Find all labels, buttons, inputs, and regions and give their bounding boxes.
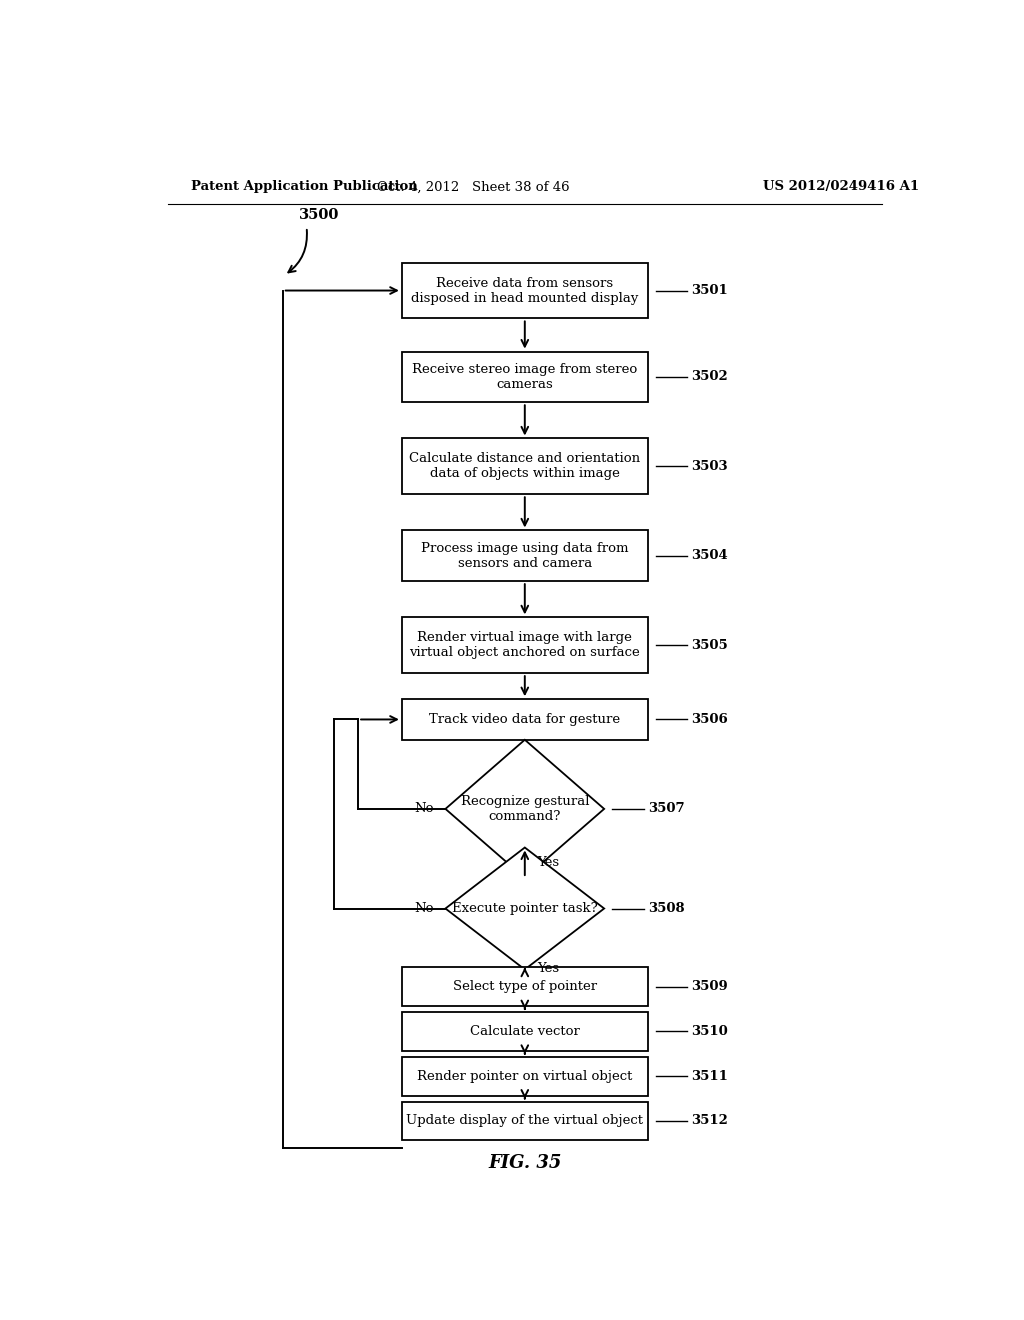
Text: 3511: 3511 xyxy=(691,1069,728,1082)
Text: Process image using data from
sensors and camera: Process image using data from sensors an… xyxy=(421,541,629,570)
Bar xyxy=(401,1012,648,1051)
Text: 3505: 3505 xyxy=(691,639,728,652)
Text: Track video data for gesture: Track video data for gesture xyxy=(429,713,621,726)
Text: Render virtual image with large
virtual object anchored on surface: Render virtual image with large virtual … xyxy=(410,631,640,659)
Text: 3504: 3504 xyxy=(691,549,728,562)
Text: 3501: 3501 xyxy=(691,284,728,297)
Text: 3510: 3510 xyxy=(691,1026,728,1038)
Bar xyxy=(401,1057,648,1096)
Bar xyxy=(401,1102,648,1140)
Text: 3503: 3503 xyxy=(691,459,728,473)
Text: 3506: 3506 xyxy=(691,713,728,726)
Bar xyxy=(401,263,648,318)
Text: Receive stereo image from stereo
cameras: Receive stereo image from stereo cameras xyxy=(413,363,637,391)
Text: 3509: 3509 xyxy=(691,981,728,993)
Bar xyxy=(401,531,648,581)
Polygon shape xyxy=(445,847,604,969)
Text: Render pointer on virtual object: Render pointer on virtual object xyxy=(417,1069,633,1082)
Bar xyxy=(401,700,648,739)
Text: Calculate vector: Calculate vector xyxy=(470,1026,580,1038)
Text: No: No xyxy=(414,803,433,816)
Polygon shape xyxy=(445,739,604,878)
Text: Update display of the virtual object: Update display of the virtual object xyxy=(407,1114,643,1127)
Text: US 2012/0249416 A1: US 2012/0249416 A1 xyxy=(763,181,919,193)
Text: 3500: 3500 xyxy=(299,209,339,222)
Bar xyxy=(401,618,648,673)
Text: Recognize gestural
command?: Recognize gestural command? xyxy=(461,795,589,822)
Text: 3502: 3502 xyxy=(691,371,728,383)
Text: Yes: Yes xyxy=(537,962,559,975)
Text: Patent Application Publication: Patent Application Publication xyxy=(191,181,418,193)
Text: Oct. 4, 2012   Sheet 38 of 46: Oct. 4, 2012 Sheet 38 of 46 xyxy=(377,181,569,193)
Text: Execute pointer task?: Execute pointer task? xyxy=(452,902,598,915)
Text: Calculate distance and orientation
data of objects within image: Calculate distance and orientation data … xyxy=(410,453,640,480)
Text: FIG. 35: FIG. 35 xyxy=(488,1154,561,1172)
Bar xyxy=(401,968,648,1006)
Text: Select type of pointer: Select type of pointer xyxy=(453,981,597,993)
Text: Receive data from sensors
disposed in head mounted display: Receive data from sensors disposed in he… xyxy=(411,276,639,305)
Text: Yes: Yes xyxy=(537,857,559,870)
Text: No: No xyxy=(414,902,433,915)
Text: 3508: 3508 xyxy=(648,902,684,915)
Bar xyxy=(401,351,648,403)
Text: 3507: 3507 xyxy=(648,803,684,816)
Text: 3512: 3512 xyxy=(691,1114,728,1127)
Bar xyxy=(401,438,648,494)
